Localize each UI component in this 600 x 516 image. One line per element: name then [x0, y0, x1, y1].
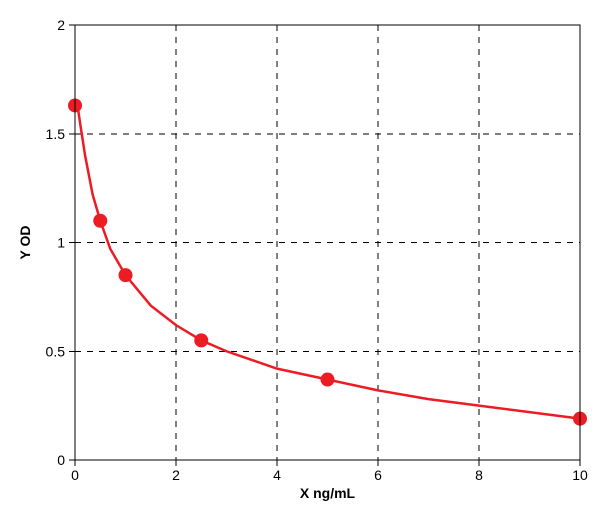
x-tick-label: 10 [572, 467, 588, 483]
x-tick-label: 8 [475, 467, 483, 483]
data-point [119, 268, 133, 282]
y-tick-label: 1.5 [46, 126, 66, 142]
chart-container: 0 2 4 6 8 10 X ng/mL 0 0.5 1 1.5 2 Y OD [0, 0, 600, 516]
data-point [93, 214, 107, 228]
y-axis-label: Y OD [17, 226, 33, 260]
y-tick-label: 0.5 [46, 343, 66, 359]
x-tick-label: 0 [71, 467, 79, 483]
y-tick-label: 2 [57, 17, 65, 33]
y-tick-label: 1 [57, 235, 65, 251]
x-tick-label: 6 [374, 467, 382, 483]
x-axis-label: X ng/mL [300, 485, 356, 501]
data-point [321, 373, 335, 387]
chart-svg: 0 2 4 6 8 10 X ng/mL 0 0.5 1 1.5 2 Y OD [0, 0, 600, 516]
x-tick-label: 2 [172, 467, 180, 483]
x-tick-label: 4 [273, 467, 281, 483]
y-tick-label: 0 [57, 452, 65, 468]
data-point [194, 333, 208, 347]
